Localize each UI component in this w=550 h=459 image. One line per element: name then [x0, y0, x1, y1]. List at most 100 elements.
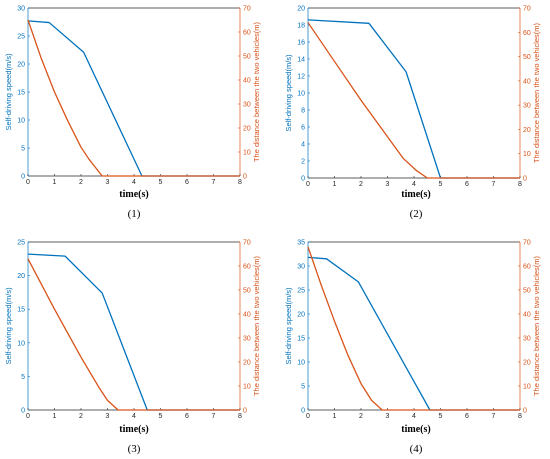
- x-tick-label: 6: [185, 179, 189, 186]
- x-tick-label: 4: [412, 181, 416, 188]
- y-axis-label-left: Self-driving speed(m/s): [284, 54, 293, 132]
- x-tick-label: 2: [79, 413, 83, 420]
- y-right-tick-label: 30: [243, 102, 251, 109]
- x-tick-label: 2: [359, 181, 363, 188]
- y-left-tick-label: 0: [21, 408, 25, 415]
- y-right-tick-label: 70: [243, 240, 251, 247]
- y-left-tick-label: 25: [17, 34, 25, 41]
- x-axis-label: time(s): [119, 424, 148, 435]
- y-right-tick-label: 20: [523, 127, 531, 134]
- y-right-tick-label: 0: [243, 174, 247, 181]
- y-left-tick-label: 20: [17, 62, 25, 69]
- x-axis-label: time(s): [401, 189, 430, 200]
- y-left-tick-label: 5: [21, 146, 25, 153]
- y-left-tick-label: 25: [17, 240, 25, 247]
- distance-series-line: [307, 246, 520, 411]
- x-axis-label: time(s): [401, 424, 430, 435]
- y-right-tick-label: 60: [523, 30, 531, 37]
- y-left-tick-label: 15: [17, 90, 25, 97]
- panel-caption: (1): [128, 208, 141, 220]
- y-right-tick-label: 20: [243, 360, 251, 367]
- chart-panel-3: time(s) (3) 0 1 2 3 4 5 6 7 80510152025010203040…: [4, 240, 261, 456]
- y-right-tick-label: 60: [523, 264, 531, 271]
- y-left-tick-label: 2: [301, 159, 305, 166]
- y-axis-label-left: Self-driving speed(m/s): [284, 287, 293, 365]
- y-left-tick-label: 8: [301, 108, 305, 115]
- y-left-tick-label: 0: [301, 408, 305, 415]
- x-tick-label: 8: [238, 413, 242, 420]
- y-left-tick-label: 35: [297, 240, 305, 247]
- x-tick-label: 8: [238, 179, 242, 186]
- x-tick-label: 2: [79, 179, 83, 186]
- x-tick-label: 5: [159, 179, 163, 186]
- y-right-tick-label: 60: [243, 30, 251, 37]
- y-right-tick-label: 50: [523, 54, 531, 61]
- y-right-tick-label: 50: [243, 288, 251, 295]
- y-left-tick-label: 20: [17, 273, 25, 280]
- y-right-tick-label: 10: [243, 150, 251, 157]
- x-tick-label: 5: [159, 413, 163, 420]
- chart-panel-4: time(s) (4) 0 1 2 3 4 5 6 7 80510152025303501020…: [284, 240, 541, 456]
- x-tick-label: 5: [439, 181, 443, 188]
- x-tick-label: 7: [212, 413, 216, 420]
- y-right-tick-label: 0: [523, 408, 527, 415]
- y-left-tick-label: 15: [17, 307, 25, 314]
- y-right-tick-label: 70: [243, 6, 251, 13]
- y-left-tick-label: 18: [297, 23, 305, 30]
- panel-caption: (2): [410, 208, 423, 220]
- x-tick-label: 4: [132, 179, 136, 186]
- y-left-tick-label: 0: [301, 176, 305, 183]
- y-left-tick-label: 6: [301, 125, 305, 132]
- y-left-tick-label: 4: [301, 142, 305, 149]
- y-right-tick-label: 20: [243, 126, 251, 133]
- panel-caption: (3): [128, 443, 141, 455]
- x-tick-label: 1: [53, 179, 57, 186]
- x-tick-label: 0: [26, 413, 30, 420]
- y-right-tick-label: 70: [523, 6, 531, 13]
- y-left-tick-label: 10: [17, 340, 25, 347]
- x-tick-label: 1: [53, 413, 57, 420]
- x-tick-label: 7: [492, 413, 496, 420]
- y-left-tick-label: 20: [297, 312, 305, 319]
- y-left-tick-label: 25: [297, 288, 305, 295]
- y-right-tick-label: 10: [243, 384, 251, 391]
- y-left-tick-label: 5: [21, 374, 25, 381]
- distance-series-line: [307, 22, 520, 179]
- speed-series-line: [307, 19, 520, 179]
- y-right-tick-label: 0: [243, 408, 247, 415]
- y-left-tick-label: 14: [297, 57, 305, 64]
- y-axis-label-right: The distance between the two vehicles(m): [252, 255, 261, 396]
- distance-series-line: [27, 19, 240, 177]
- y-left-tick-label: 10: [297, 91, 305, 98]
- y-axis-label-left: Self-driving speed(m/s): [4, 53, 13, 131]
- x-tick-label: 7: [212, 179, 216, 186]
- y-right-tick-label: 50: [523, 288, 531, 295]
- speed-series-line: [27, 20, 240, 177]
- distance-series-line: [27, 258, 240, 411]
- x-axis-label: time(s): [119, 189, 148, 200]
- y-left-tick-label: 0: [21, 174, 25, 181]
- y-right-tick-label: 30: [523, 103, 531, 110]
- y-right-tick-label: 30: [523, 336, 531, 343]
- x-tick-label: 6: [465, 181, 469, 188]
- y-left-tick-label: 20: [297, 6, 305, 13]
- y-right-tick-label: 40: [523, 312, 531, 319]
- y-axis-label-right: The distance between the two vehicles(m): [252, 21, 261, 162]
- y-left-tick-label: 12: [297, 74, 305, 81]
- y-right-tick-label: 10: [523, 384, 531, 391]
- x-tick-label: 7: [492, 181, 496, 188]
- y-right-tick-label: 40: [243, 312, 251, 319]
- x-tick-label: 3: [386, 181, 390, 188]
- x-tick-label: 3: [106, 413, 110, 420]
- y-left-tick-label: 5: [301, 384, 305, 391]
- y-right-tick-label: 40: [523, 78, 531, 85]
- x-tick-label: 8: [518, 413, 522, 420]
- x-tick-label: 2: [359, 413, 363, 420]
- x-tick-label: 1: [333, 413, 337, 420]
- panel-caption: (4): [410, 443, 423, 455]
- x-tick-label: 8: [518, 181, 522, 188]
- x-tick-label: 3: [386, 413, 390, 420]
- y-left-tick-label: 15: [297, 336, 305, 343]
- y-right-tick-label: 50: [243, 54, 251, 61]
- y-right-tick-label: 30: [243, 336, 251, 343]
